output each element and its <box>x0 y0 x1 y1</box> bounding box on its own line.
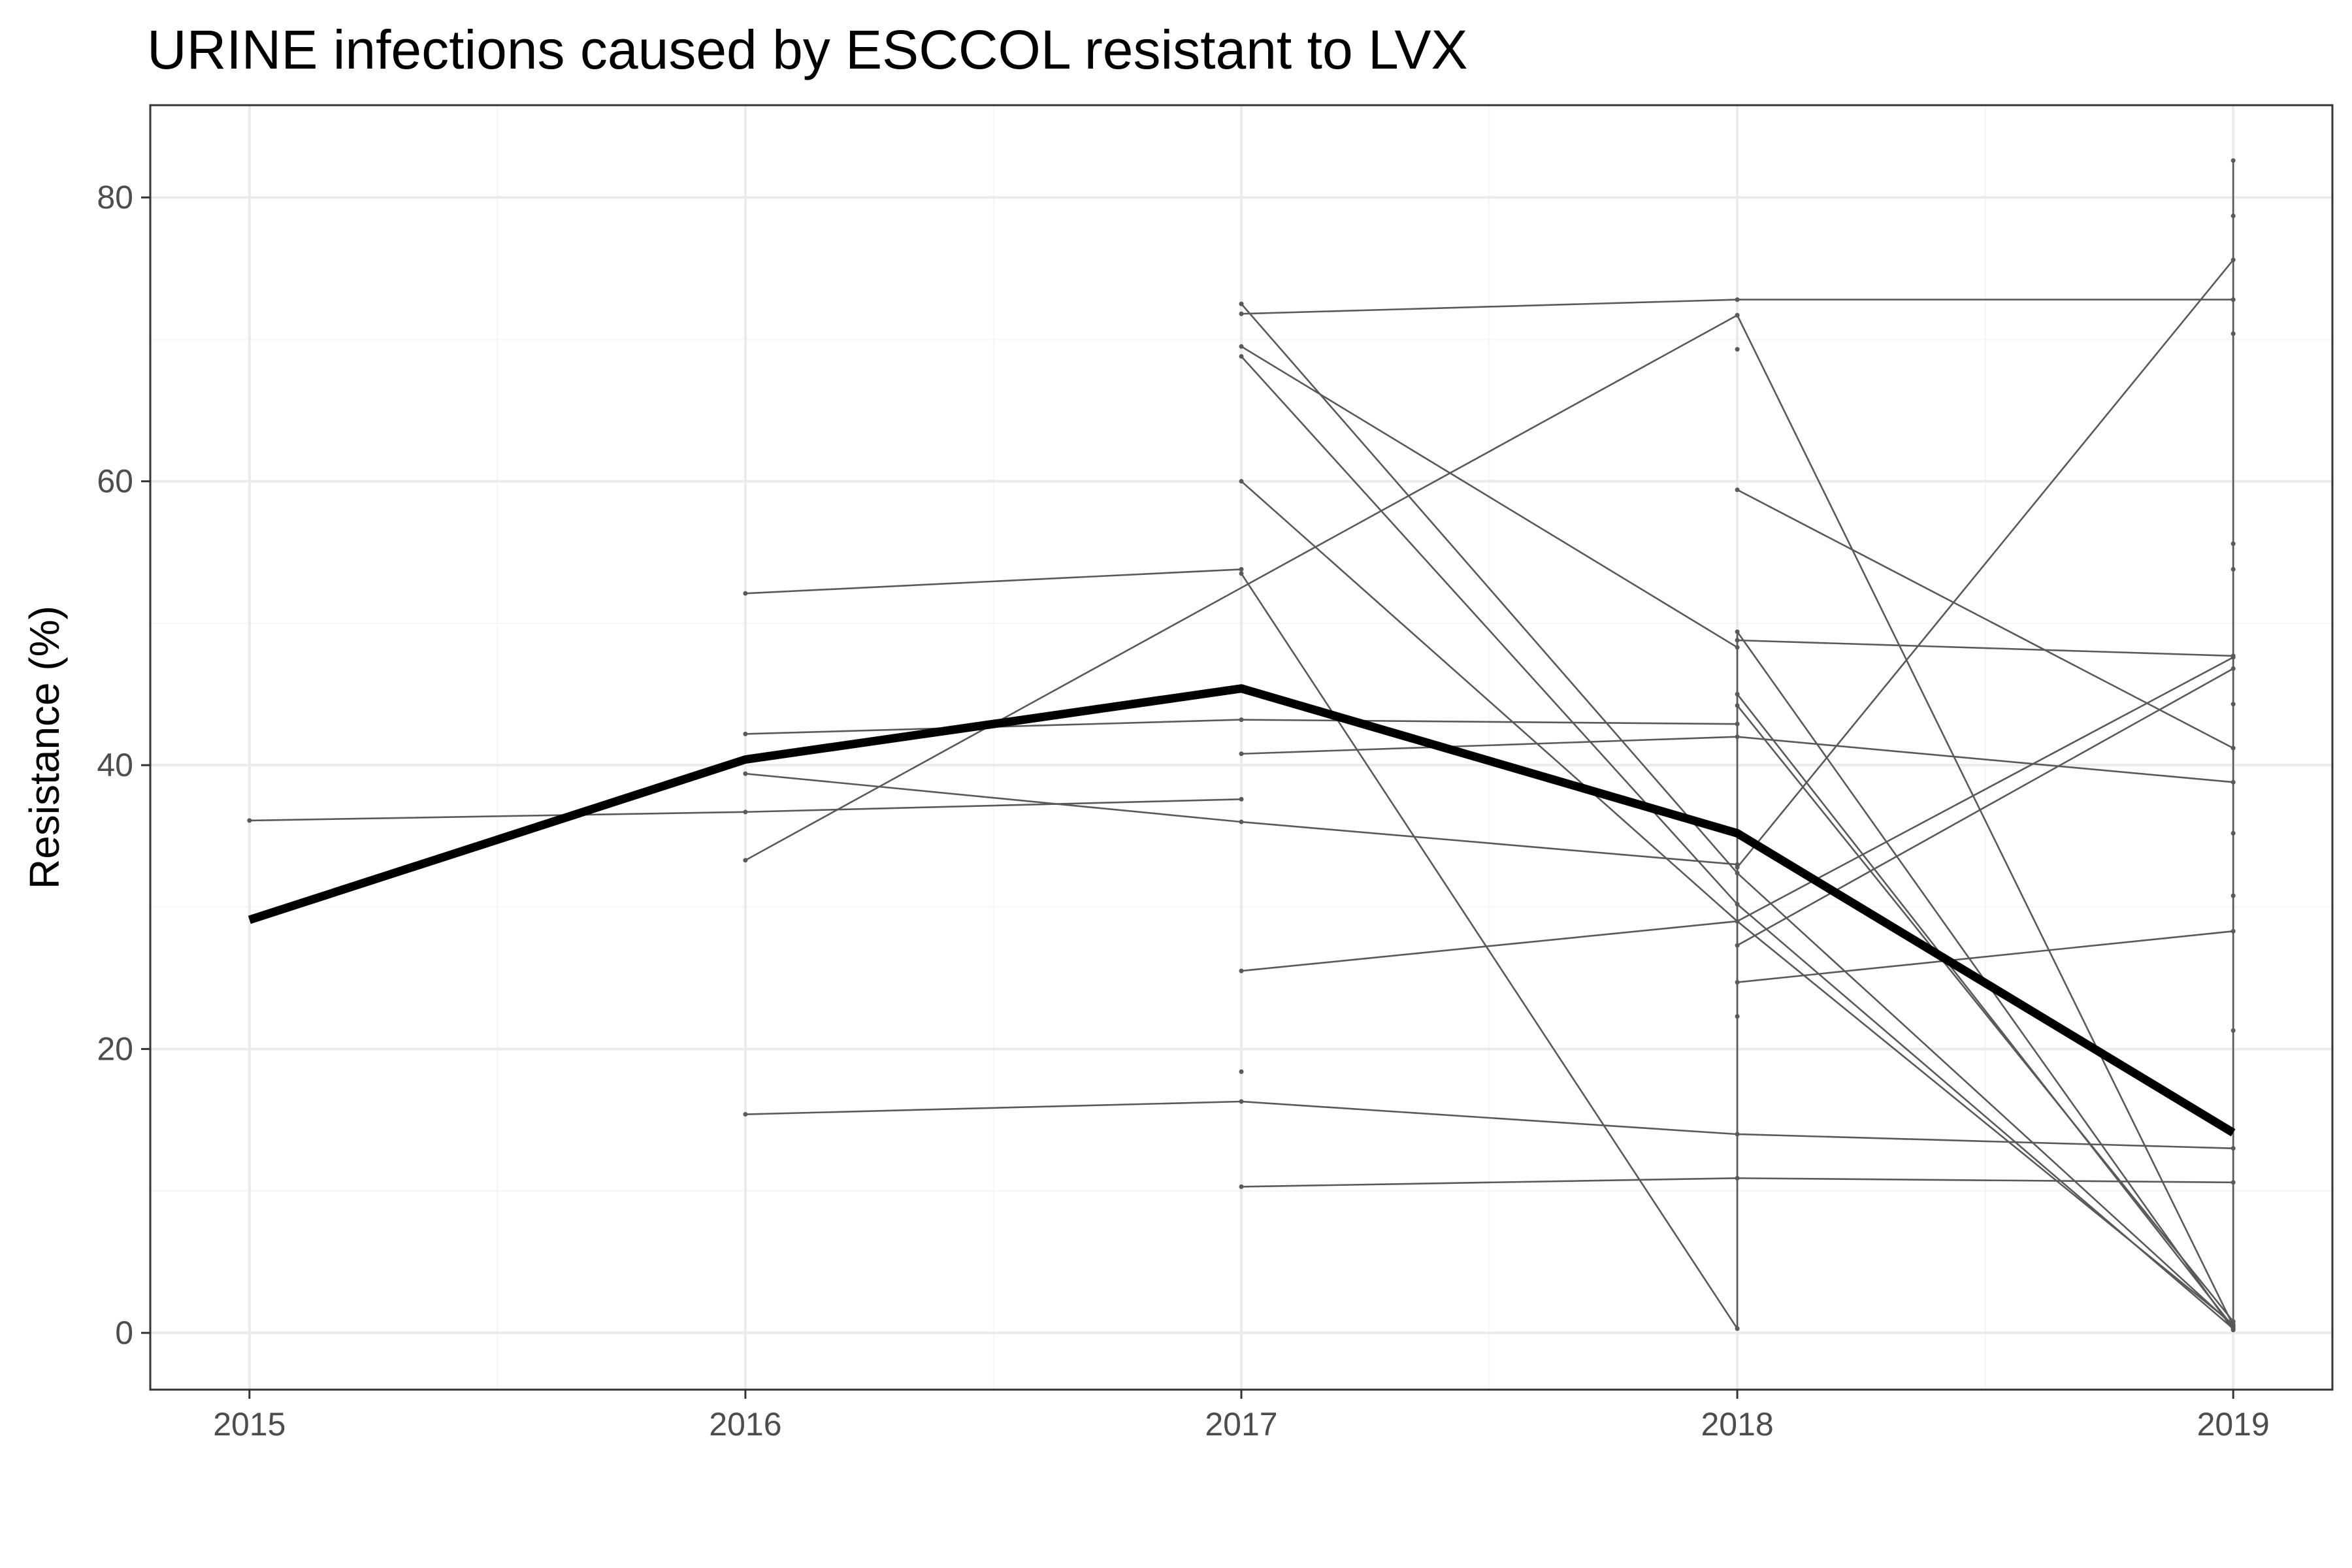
data-point <box>2230 702 2236 707</box>
series-line <box>1737 705 2234 1322</box>
data-point <box>1735 297 1740 302</box>
y-tick-label: 80 <box>97 179 133 216</box>
x-tick-label: 2016 <box>709 1406 781 1443</box>
data-point <box>1239 311 1244 316</box>
data-point <box>2230 1146 2236 1151</box>
y-axis-title: Resistance (%) <box>21 606 68 889</box>
data-point <box>2230 1180 2236 1185</box>
x-tick-label: 2017 <box>1205 1406 1277 1443</box>
chart-title: URINE infections caused by ESCCOL resist… <box>147 19 1468 80</box>
data-point <box>1735 734 1740 740</box>
series-line <box>745 314 1738 861</box>
data-point <box>1735 1175 1740 1181</box>
data-point <box>1735 638 1740 643</box>
data-point <box>743 731 748 736</box>
series-line <box>1737 930 2234 983</box>
data-point <box>1735 1326 1740 1331</box>
data-point <box>1239 968 1244 973</box>
data-point <box>247 818 252 823</box>
data-point <box>1735 902 1740 907</box>
data-point <box>2230 213 2236 218</box>
y-tick-label: 20 <box>97 1031 133 1068</box>
data-point <box>2230 331 2236 336</box>
data-point <box>2230 830 2236 836</box>
data-point <box>1239 1069 1244 1074</box>
data-point <box>1239 717 1244 723</box>
overall-trend-line <box>248 684 2236 1137</box>
data-point <box>1735 919 1740 924</box>
data-point <box>1239 354 1244 359</box>
data-point <box>743 591 748 596</box>
data-point <box>1735 943 1740 948</box>
data-point <box>2230 893 2236 898</box>
data-point <box>1239 566 1244 572</box>
x-tick-label: 2018 <box>1701 1406 1773 1443</box>
grid-lines <box>150 105 2332 1390</box>
data-point <box>1735 980 1740 985</box>
x-tick-label: 2019 <box>2197 1406 2270 1443</box>
data-point <box>743 771 748 776</box>
series-line <box>1737 693 2234 1328</box>
data-point <box>1735 703 1740 708</box>
series-line <box>1737 639 2234 657</box>
data-point <box>1239 344 1244 349</box>
data-point <box>1239 301 1244 306</box>
data-point <box>2230 745 2236 751</box>
data-point <box>1735 1014 1740 1019</box>
data-point <box>2230 1319 2236 1324</box>
y-tick-label: 0 <box>115 1315 133 1351</box>
data-points <box>247 158 2236 1333</box>
series-line <box>1737 259 2234 868</box>
data-point <box>1735 865 1740 870</box>
data-point <box>2230 1324 2236 1330</box>
series-line <box>1240 573 1739 1330</box>
series-line <box>745 568 1242 595</box>
data-point <box>1735 1132 1740 1137</box>
data-point <box>1735 629 1740 634</box>
data-point <box>1239 1099 1244 1104</box>
y-tick-label: 40 <box>97 747 133 783</box>
data-point <box>1239 751 1244 757</box>
series-line <box>745 1100 2234 1149</box>
data-point <box>2230 158 2236 163</box>
series-line <box>1736 314 2234 1326</box>
data-point <box>1735 692 1740 697</box>
data-point <box>2230 1028 2236 1033</box>
data-point <box>2230 779 2236 785</box>
data-point <box>1239 1184 1244 1189</box>
data-point <box>2230 928 2236 934</box>
data-point <box>2230 566 2236 572</box>
x-tick-label: 2015 <box>213 1406 286 1443</box>
data-point <box>743 1112 748 1117</box>
data-point <box>2230 653 2236 659</box>
data-point <box>1735 313 1740 318</box>
data-point <box>1239 819 1244 825</box>
data-point <box>1239 796 1244 802</box>
data-point <box>1735 645 1740 650</box>
y-tick-label: 60 <box>97 463 133 500</box>
data-point <box>1239 479 1244 484</box>
data-point <box>1735 721 1740 727</box>
data-point <box>2230 541 2236 546</box>
data-point <box>1735 487 1740 493</box>
data-point <box>2230 297 2236 302</box>
data-point <box>2230 257 2236 263</box>
series-line <box>1737 489 2234 749</box>
data-point <box>1735 347 1740 352</box>
axes: 0 20 40 60 80 2015 2016 2017 2018 2019 <box>97 179 2269 1443</box>
series-line <box>1241 346 1738 648</box>
series-line <box>1737 668 2234 947</box>
data-point <box>2230 666 2236 671</box>
overall-trend <box>248 684 2236 1137</box>
data-point <box>1239 571 1244 576</box>
data-point <box>743 809 748 815</box>
data-point <box>1735 870 1740 875</box>
data-point <box>743 858 748 863</box>
